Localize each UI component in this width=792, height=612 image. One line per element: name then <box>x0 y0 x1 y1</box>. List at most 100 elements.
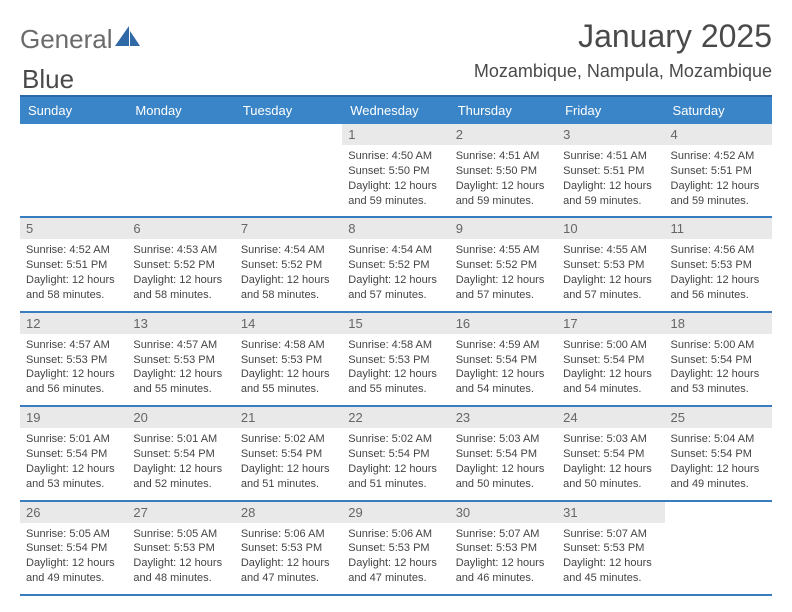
day-number: 1 <box>342 124 449 145</box>
sunrise-line: Sunrise: 5:03 AM <box>456 432 551 447</box>
calendar-week-row: 26Sunrise: 5:05 AMSunset: 5:54 PMDayligh… <box>20 502 772 596</box>
calendar-day-cell: 22Sunrise: 5:02 AMSunset: 5:54 PMDayligh… <box>342 407 449 499</box>
daylight-line: Daylight: 12 hours and 59 minutes. <box>348 179 443 209</box>
col-tuesday: Tuesday <box>235 97 342 124</box>
calendar-day-cell: 13 Sunrise: 4:57 AMSunset: 5:53 PMDayligh… <box>127 313 234 405</box>
day-details: Sunrise: 5:00 AMSunset: 5:54 PMDaylight:… <box>671 338 766 397</box>
day-details: Sunrise: 5:02 AMSunset: 5:54 PMDaylight:… <box>348 432 443 491</box>
day-details: Sunrise: 4:52 AMSunset: 5:51 PMDaylight:… <box>26 243 121 302</box>
calendar-day-cell: 5Sunrise: 4:52 AMSunset: 5:51 PMDaylight… <box>20 218 127 310</box>
calendar-day-cell: 3Sunrise: 4:51 AMSunset: 5:51 PMDaylight… <box>557 124 664 216</box>
calendar-day-cell: 28Sunrise: 5:06 AMSunset: 5:53 PMDayligh… <box>235 502 342 594</box>
day-number: 18 <box>665 313 772 334</box>
daylight-line: Daylight: 12 hours and 56 minutes. <box>26 367 121 397</box>
day-details: Sunrise: 5:01 AMSunset: 5:54 PMDaylight:… <box>26 432 121 491</box>
day-number: 20 <box>127 407 234 428</box>
day-number: 8 <box>342 218 449 239</box>
day-details: Sunrise: 4:58 AMSunset: 5:53 PMDaylight:… <box>241 338 336 397</box>
daylight-line: Daylight: 12 hours and 57 minutes. <box>456 273 551 303</box>
calendar-head-row: Sunday Monday Tuesday Wednesday Thursday… <box>20 97 772 124</box>
sail-icon <box>115 24 141 55</box>
day-number: 2 <box>450 124 557 145</box>
day-number <box>127 124 234 146</box>
day-number: 4 <box>665 124 772 145</box>
sunset-line: Sunset: 5:54 PM <box>26 541 121 556</box>
sunset-line: Sunset: 5:52 PM <box>133 258 228 273</box>
calendar-day-cell: 27Sunrise: 5:05 AMSunset: 5:53 PMDayligh… <box>127 502 234 594</box>
sunset-line: Sunset: 5:52 PM <box>241 258 336 273</box>
sunset-line: Sunset: 5:52 PM <box>348 258 443 273</box>
calendar-day-cell: 31 Sunrise: 5:07 AMSunset: 5:53 PMDayligh… <box>557 502 664 594</box>
day-number: 15 <box>342 313 449 334</box>
daylight-line: Daylight: 12 hours and 59 minutes. <box>671 179 766 209</box>
sunrise-line: Sunrise: 4:55 AM <box>563 243 658 258</box>
sunrise-line: Sunrise: 5:02 AM <box>348 432 443 447</box>
day-details: Sunrise: 4:57 AMSunset: 5:53 PMDaylight:… <box>133 338 228 397</box>
calendar-table: Sunday Monday Tuesday Wednesday Thursday… <box>20 95 772 596</box>
day-number: 13 <box>127 313 234 334</box>
calendar-day-cell <box>665 502 772 594</box>
day-number: 31 <box>557 502 664 523</box>
sunrise-line: Sunrise: 4:52 AM <box>671 149 766 164</box>
calendar-day-cell: 12Sunrise: 4:57 AMSunset: 5:53 PMDayligh… <box>20 313 127 405</box>
day-number: 17 <box>557 313 664 334</box>
day-details: Sunrise: 5:03 AMSunset: 5:54 PMDaylight:… <box>456 432 551 491</box>
calendar-day-cell: 9Sunrise: 4:55 AMSunset: 5:52 PMDaylight… <box>450 218 557 310</box>
calendar-day-cell: 6Sunrise: 4:53 AMSunset: 5:52 PMDaylight… <box>127 218 234 310</box>
daylight-line: Daylight: 12 hours and 48 minutes. <box>133 556 228 586</box>
calendar-day-cell: 25Sunrise: 5:04 AMSunset: 5:54 PMDayligh… <box>665 407 772 499</box>
day-details: Sunrise: 4:50 AMSunset: 5:50 PMDaylight:… <box>348 149 443 208</box>
day-number: 3 <box>557 124 664 145</box>
calendar-day-cell: 15Sunrise: 4:58 AMSunset: 5:53 PMDayligh… <box>342 313 449 405</box>
day-number: 30 <box>450 502 557 523</box>
day-number: 19 <box>20 407 127 428</box>
daylight-line: Daylight: 12 hours and 58 minutes. <box>133 273 228 303</box>
day-details: Sunrise: 4:55 AMSunset: 5:53 PMDaylight:… <box>563 243 658 302</box>
calendar-day-cell: 2Sunrise: 4:51 AMSunset: 5:50 PMDaylight… <box>450 124 557 216</box>
sunset-line: Sunset: 5:53 PM <box>348 541 443 556</box>
sunrise-line: Sunrise: 4:58 AM <box>348 338 443 353</box>
sunset-line: Sunset: 5:54 PM <box>563 447 658 462</box>
sunrise-line: Sunrise: 5:07 AM <box>456 527 551 542</box>
daylight-line: Daylight: 12 hours and 56 minutes. <box>671 273 766 303</box>
daylight-line: Daylight: 12 hours and 55 minutes. <box>241 367 336 397</box>
title-block: January 2025 Mozambique, Nampula, Mozamb… <box>474 18 772 88</box>
sunset-line: Sunset: 5:53 PM <box>348 353 443 368</box>
day-details: Sunrise: 5:01 AMSunset: 5:54 PMDaylight:… <box>133 432 228 491</box>
calendar-day-cell: 24Sunrise: 5:03 AMSunset: 5:54 PMDayligh… <box>557 407 664 499</box>
day-number: 11 <box>665 218 772 239</box>
calendar-week-row: 5Sunrise: 4:52 AMSunset: 5:51 PMDaylight… <box>20 218 772 312</box>
daylight-line: Daylight: 12 hours and 53 minutes. <box>26 462 121 492</box>
day-details: Sunrise: 4:56 AMSunset: 5:53 PMDaylight:… <box>671 243 766 302</box>
sunset-line: Sunset: 5:54 PM <box>26 447 121 462</box>
day-details: Sunrise: 4:54 AMSunset: 5:52 PMDaylight:… <box>348 243 443 302</box>
sunset-line: Sunset: 5:54 PM <box>456 353 551 368</box>
col-wednesday: Wednesday <box>342 97 449 124</box>
day-number: 14 <box>235 313 342 334</box>
sunrise-line: Sunrise: 4:58 AM <box>241 338 336 353</box>
daylight-line: Daylight: 12 hours and 49 minutes. <box>671 462 766 492</box>
month-title: January 2025 <box>474 18 772 55</box>
day-number <box>235 124 342 146</box>
daylight-line: Daylight: 12 hours and 50 minutes. <box>563 462 658 492</box>
sunset-line: Sunset: 5:53 PM <box>563 541 658 556</box>
day-number: 10 <box>557 218 664 239</box>
daylight-line: Daylight: 12 hours and 46 minutes. <box>456 556 551 586</box>
daylight-line: Daylight: 12 hours and 57 minutes. <box>563 273 658 303</box>
sunrise-line: Sunrise: 4:54 AM <box>348 243 443 258</box>
sunrise-line: Sunrise: 4:56 AM <box>671 243 766 258</box>
sunset-line: Sunset: 5:54 PM <box>671 353 766 368</box>
col-friday: Friday <box>557 97 664 124</box>
day-details: Sunrise: 5:07 AMSunset: 5:53 PMDaylight:… <box>563 527 658 586</box>
day-number: 9 <box>450 218 557 239</box>
day-number: 16 <box>450 313 557 334</box>
sunset-line: Sunset: 5:54 PM <box>456 447 551 462</box>
day-details: Sunrise: 5:06 AMSunset: 5:53 PMDaylight:… <box>348 527 443 586</box>
daylight-line: Daylight: 12 hours and 45 minutes. <box>563 556 658 586</box>
col-sunday: Sunday <box>20 97 127 124</box>
calendar-day-cell: 30Sunrise: 5:07 AMSunset: 5:53 PMDayligh… <box>450 502 557 594</box>
location-text: Mozambique, Nampula, Mozambique <box>474 61 772 82</box>
daylight-line: Daylight: 12 hours and 51 minutes. <box>241 462 336 492</box>
sunrise-line: Sunrise: 4:57 AM <box>133 338 228 353</box>
daylight-line: Daylight: 12 hours and 55 minutes. <box>133 367 228 397</box>
